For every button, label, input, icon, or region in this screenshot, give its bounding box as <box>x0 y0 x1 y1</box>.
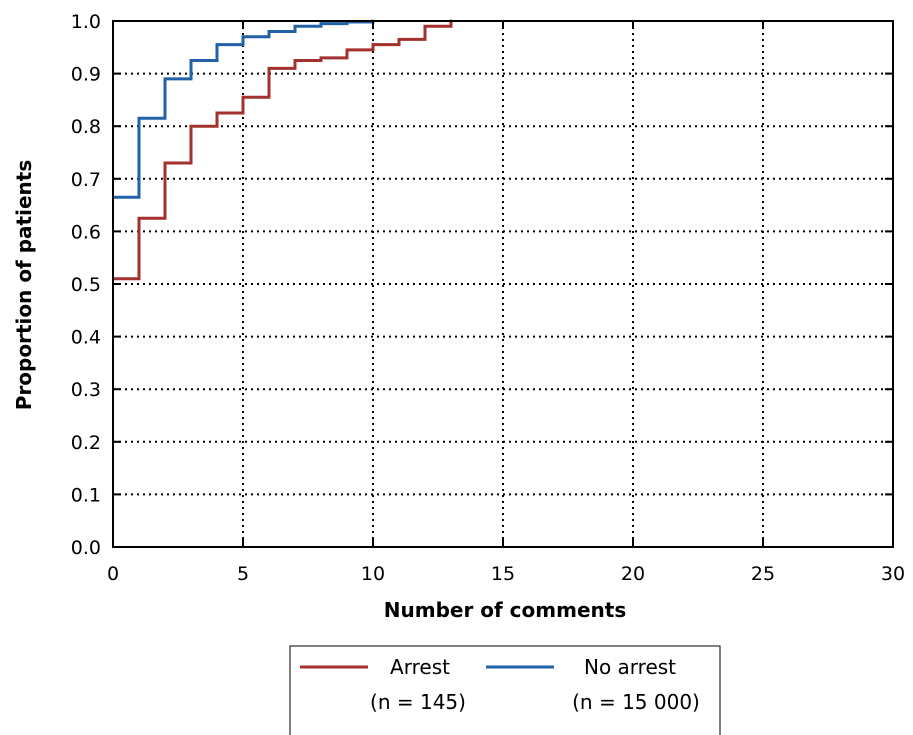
y-tick-label: 0.0 <box>71 537 101 559</box>
legend-label-no-arrest: No arrest <box>584 655 676 679</box>
y-tick-label: 0.6 <box>71 221 101 243</box>
series-line-arrest <box>113 19 453 281</box>
grid-lines <box>113 21 893 547</box>
x-tick-label: 15 <box>491 563 515 585</box>
x-tick-label: 20 <box>621 563 645 585</box>
y-tick-label: 0.4 <box>71 327 101 349</box>
x-axis-label: Number of comments <box>384 598 626 622</box>
y-tick-label: 0.5 <box>71 274 101 296</box>
x-tick-label: 10 <box>361 563 385 585</box>
series-lines <box>113 19 453 281</box>
y-tick-label: 0.3 <box>71 379 101 401</box>
legend-box <box>289 645 721 735</box>
y-tick-label: 0.2 <box>71 432 101 454</box>
y-tick-label: 0.8 <box>71 116 101 138</box>
legend: Arrest (n = 145) No arrest (n = 15 000) <box>289 645 721 735</box>
x-tick-label: 25 <box>751 563 775 585</box>
y-tick-label: 0.1 <box>71 484 101 506</box>
axis-ticks <box>112 20 894 548</box>
legend-sample-no-arrest: (n = 15 000) <box>572 690 700 714</box>
y-tick-label: 0.7 <box>71 169 101 191</box>
y-tick-label: 0.9 <box>71 64 101 86</box>
y-axis-label: Proportion of patients <box>12 160 36 410</box>
x-tick-label: 0 <box>107 563 119 585</box>
x-tick-labels: 0 5 10 15 20 25 30 <box>107 563 905 585</box>
series-line-no-arrest <box>113 19 375 199</box>
y-tick-label: 1.0 <box>71 11 101 33</box>
legend-label-arrest: Arrest <box>390 655 450 679</box>
y-tick-labels: 0.0 0.1 0.2 0.3 0.4 0.5 0.6 0.7 0.8 0.9 1.0 <box>71 11 101 559</box>
x-tick-label: 30 <box>881 563 905 585</box>
legend-sample-arrest: (n = 145) <box>370 690 466 714</box>
x-tick-label: 5 <box>237 563 249 585</box>
